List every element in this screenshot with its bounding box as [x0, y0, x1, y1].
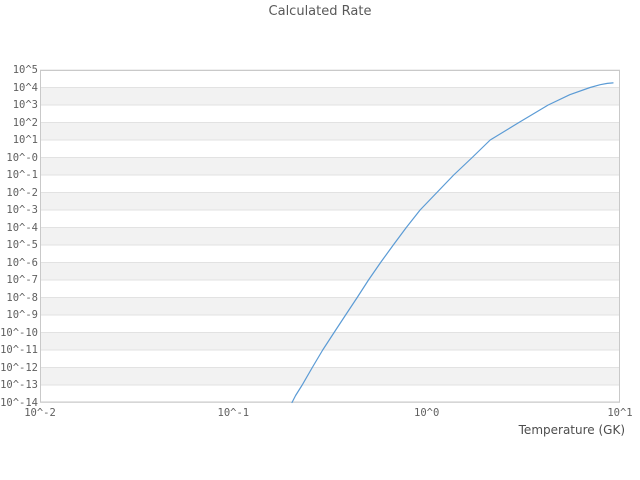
plot-band [40, 157, 620, 175]
y-tick-label: 10^-6 [6, 256, 38, 269]
y-tick-label: 10^-7 [6, 274, 38, 286]
plot-band [40, 87, 620, 105]
plot-border [40, 70, 620, 403]
plot-band [40, 367, 620, 385]
plot-band [40, 332, 620, 350]
plot-band [40, 297, 620, 315]
y-tick-label: 10^-11 [0, 344, 38, 356]
y-tick-label: 10^1 [12, 134, 38, 146]
y-tick-label: 10^-12 [0, 361, 38, 374]
x-tick-label: 10^0 [414, 407, 440, 419]
y-tick-label: 10^-2 [6, 186, 38, 199]
y-tick-label: 10^-9 [6, 309, 38, 321]
y-tick-label: 10^-10 [0, 326, 38, 339]
y-tick-label: 10^-14 [0, 396, 38, 409]
plot-band [40, 227, 620, 245]
y-tick-label: 10^-5 [6, 239, 38, 251]
y-tick-label: 10^-13 [0, 379, 38, 391]
chart-title: Calculated Rate [268, 4, 372, 19]
x-tick-label: 10^1 [607, 407, 633, 419]
plot-band [40, 192, 620, 210]
plot-band [40, 122, 620, 140]
plot-band [40, 262, 620, 280]
y-tick-label: 10^4 [12, 81, 38, 94]
y-tick-label: 10^5 [12, 64, 38, 76]
rate-curve [291, 82, 614, 404]
x-tick-label: 10^-1 [217, 407, 250, 419]
y-tick-label: 10^2 [12, 116, 38, 129]
x-axis-label: Temperature (GK) [518, 423, 625, 437]
y-tick-label: 10^-3 [6, 204, 38, 216]
y-tick-label: 10^-4 [6, 221, 38, 234]
y-tick-label: 10^-1 [6, 169, 38, 181]
y-tick-label: 10^-8 [6, 291, 38, 304]
y-tick-label: 10^3 [12, 99, 38, 111]
x-tick-label: 10^-2 [24, 407, 56, 419]
y-tick-label: 10^-0 [6, 151, 38, 164]
